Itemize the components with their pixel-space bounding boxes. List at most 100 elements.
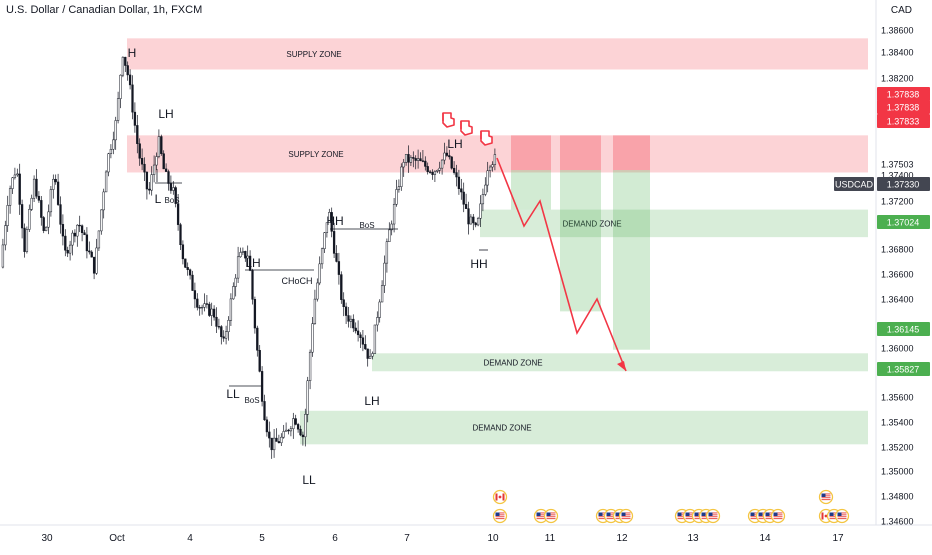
candle-body [234,277,237,287]
time-tick-label: 11 [545,533,556,544]
target-box-2 [560,170,601,312]
candle-body [248,255,252,271]
candle-body [100,209,103,232]
candle-body [392,203,396,225]
candle-body [368,355,372,359]
price-badge-label: 1.37838 [887,103,920,113]
candle-body [385,241,389,264]
price-tick-label: 1.37400 [881,171,914,181]
price-tick-label: 1.38200 [881,74,914,84]
candle-body [289,428,293,432]
candle-body [342,299,345,308]
candle-body [88,250,91,253]
candle-body [92,256,96,274]
candle-body [181,244,185,260]
candle-body [325,222,329,233]
candle-body [128,74,132,86]
candle-body [404,154,408,163]
candle-body [196,298,199,308]
price-badge-target-2 [877,322,930,336]
candle-body [464,204,468,209]
candle-body [217,326,221,328]
candle-body [371,353,374,357]
candle-body [73,232,77,237]
candle-body [438,167,441,171]
target-box-3 [613,170,650,350]
event-icons [442,112,850,524]
candle-body [335,253,338,262]
supply-zone-2 [127,135,868,173]
candle-body [311,323,314,353]
projected-path-line [496,157,627,372]
time-tick-label: 6 [332,533,338,544]
us-event-icon [618,508,634,524]
price-badge-label: 1.35827 [887,365,920,375]
zone-label: SUPPLY ZONE [288,150,343,159]
zone-label: DEMAND ZONE [562,219,621,228]
candle-body [287,429,290,432]
candle-body [251,270,254,300]
candle-body [203,303,206,308]
candle-body [232,286,235,300]
us-event-icon [543,508,559,524]
candle-body [340,274,343,300]
price-badge-current [877,177,930,191]
candle-body [455,172,458,178]
candle-body [397,186,401,190]
candle-body [138,143,141,159]
candle-body [354,327,357,332]
price-badge-label: 1.36145 [887,325,920,335]
candle-body [366,348,369,359]
candle-body [155,156,158,166]
time-tick-label: 30 [41,533,53,544]
zone-label: SUPPLY ZONE [286,50,341,59]
candle-body [294,418,297,425]
us-event-icon [705,508,721,524]
candle-body [119,74,122,99]
candle-body [258,350,261,372]
candle-body [107,153,110,173]
price-badge-label: 1.37833 [887,117,920,127]
candle-body [265,419,269,433]
candle-body [270,437,273,451]
candle-body [66,249,69,254]
price-tick-label: 1.35200 [881,443,914,453]
us-event-icon [770,508,786,524]
candle-body [133,111,137,126]
candle-body [28,209,31,230]
zone-label: DEMAND ZONE [483,358,542,367]
price-tick-label: 1.35400 [881,418,914,428]
price-tick-label: 1.36000 [881,344,914,354]
candle-body [76,224,79,237]
candle-body [244,251,247,259]
candle-body [436,169,439,172]
price-badge-target-1 [877,215,930,229]
structure-label: BoS [164,196,179,205]
zones: SUPPLY ZONE SUPPLY ZONE DEMAND ZONE DEMAND … [127,38,868,445]
candle-body [488,166,492,171]
price-tick-label: 1.38600 [881,26,914,36]
candle-body [124,56,127,66]
time-tick-label: 10 [487,533,499,544]
candle-body [484,184,487,195]
structure-label: LH [364,394,379,408]
pointing-hand-icon [442,112,455,128]
candle-body [44,226,48,231]
candle-body [256,327,259,351]
candle-body [349,318,353,322]
candle-body [97,230,101,249]
candle-body [416,158,420,161]
candle-body [68,244,72,254]
stop-box-1 [511,135,551,171]
candle-body [90,251,93,258]
candle-body [131,84,134,113]
candles [1,56,497,459]
candle-body [169,183,173,191]
candle-body [467,208,470,225]
candle-body [109,149,113,154]
structure-label: HH [470,257,487,271]
candle-body [263,401,266,421]
